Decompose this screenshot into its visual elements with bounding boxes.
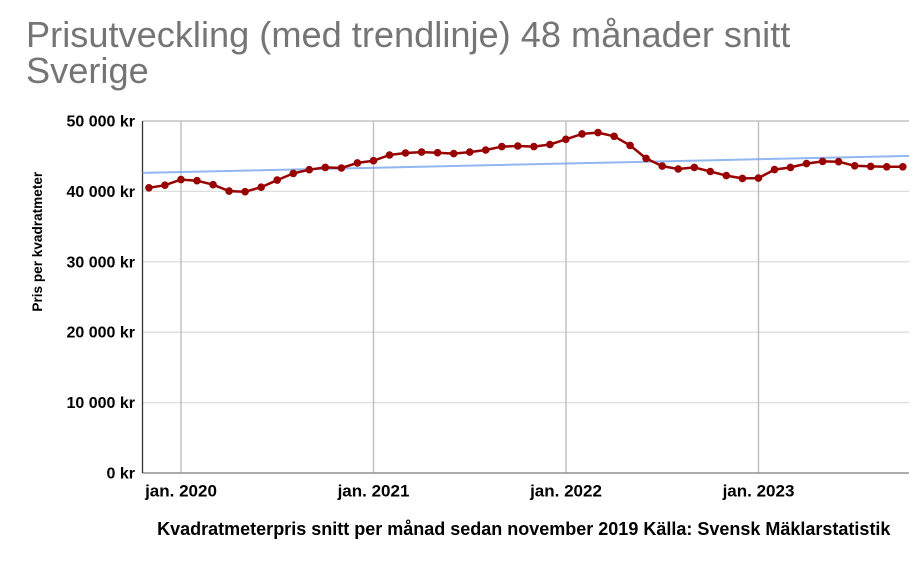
svg-text:10 000 kr: 10 000 kr: [66, 395, 135, 412]
svg-text:jan. 2020: jan. 2020: [144, 482, 217, 501]
svg-text:jan. 2021: jan. 2021: [337, 482, 410, 501]
svg-text:50 000 kr: 50 000 kr: [66, 114, 135, 131]
svg-text:Kvadratmeterpris snitt per mån: Kvadratmeterpris snitt per månad sedan n…: [157, 519, 891, 539]
svg-text:40 000 kr: 40 000 kr: [66, 184, 135, 201]
svg-text:0 kr: 0 kr: [107, 466, 135, 483]
svg-text:jan. 2023: jan. 2023: [722, 482, 795, 501]
svg-text:30 000 kr: 30 000 kr: [66, 254, 135, 271]
svg-text:20 000 kr: 20 000 kr: [66, 325, 135, 342]
svg-text:jan. 2022: jan. 2022: [529, 482, 602, 501]
svg-text:Pris per kvadratmeter: Pris per kvadratmeter: [30, 171, 45, 311]
